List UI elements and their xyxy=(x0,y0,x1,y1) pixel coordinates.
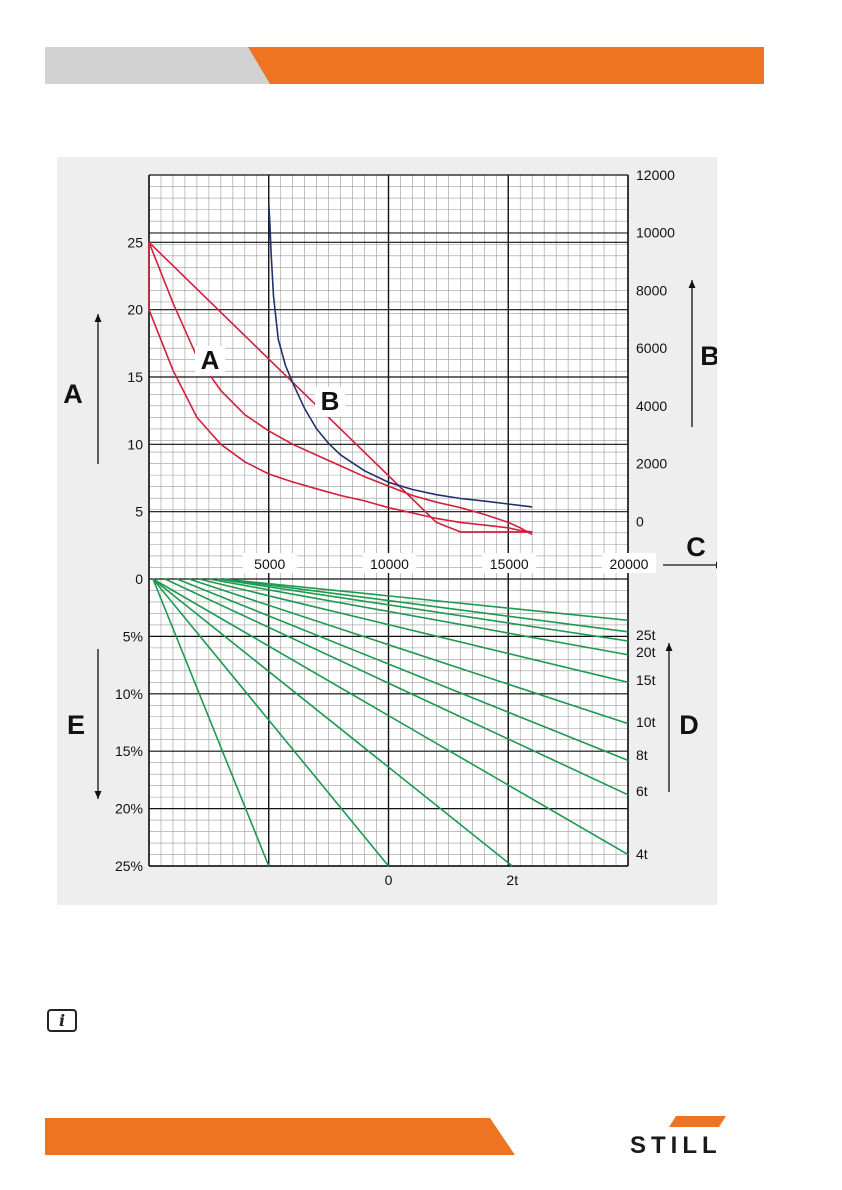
y-lower-tick-label: 10% xyxy=(115,686,143,702)
weight-label-20t: 20t xyxy=(636,644,656,660)
x-tick-label: 10000 xyxy=(370,556,409,572)
curve-a-closing- xyxy=(148,241,533,533)
weight-line xyxy=(152,578,270,867)
weight-line-8t xyxy=(176,578,629,762)
weight-line xyxy=(222,578,629,622)
y-lower-tick-label: 25% xyxy=(115,858,143,874)
weight-line-25t xyxy=(216,578,629,642)
weight-label-8t: 8t xyxy=(636,747,648,763)
x-tick-label-background xyxy=(482,553,537,573)
logo-text: STILL xyxy=(630,1132,722,1159)
axis-e-arrow-head xyxy=(94,791,102,799)
axis-letter-C: C xyxy=(686,532,706,562)
axis-a-arrow-head xyxy=(94,314,102,322)
y-left-tick-label: 25 xyxy=(127,234,143,250)
curve-label-background xyxy=(195,346,225,376)
footer-orange-band xyxy=(45,1118,515,1155)
y-right-tick-label: 12000 xyxy=(636,167,675,183)
x-tick-label-background xyxy=(362,553,417,573)
y-right-tick-label: 2000 xyxy=(636,456,667,472)
x-tick-label-background xyxy=(602,553,656,573)
x-tick-label-background xyxy=(242,553,297,573)
curve-a-lower- xyxy=(148,309,533,533)
y-right-tick-label: 0 xyxy=(636,513,644,529)
y-left-tick-label: 10 xyxy=(127,436,143,452)
y-lower-tick-label: 0 xyxy=(135,571,143,587)
weight-line xyxy=(152,578,513,867)
weight-line-15t xyxy=(198,578,629,684)
y-lower-tick-label: 20% xyxy=(115,801,143,817)
axis-c-arrow-head xyxy=(716,561,717,569)
weight-label-15t: 15t xyxy=(636,672,656,688)
y-right-tick-label: 10000 xyxy=(636,225,675,241)
info-icon: i xyxy=(47,1009,77,1032)
weight-line-10t xyxy=(188,578,629,725)
axis-letter-E: E xyxy=(67,710,85,740)
curve-label: A xyxy=(201,345,220,375)
axis-letter-D: D xyxy=(679,710,699,740)
weight-line-4t xyxy=(152,578,629,856)
x-lower-tick-label: 2t xyxy=(506,872,518,888)
weight-line-20t xyxy=(208,578,629,656)
weight-line-6t xyxy=(164,578,629,796)
x-tick-label: 5000 xyxy=(254,556,285,572)
y-right-tick-label: 4000 xyxy=(636,398,667,414)
axis-d-arrow-head xyxy=(665,643,673,651)
y-right-tick-label: 8000 xyxy=(636,282,667,298)
still-logo: STILL xyxy=(630,1116,766,1159)
y-left-tick-label: 15 xyxy=(127,369,143,385)
info-icon-glyph: i xyxy=(58,1011,66,1030)
y-lower-tick-label: 15% xyxy=(115,743,143,759)
axis-b-arrow-head xyxy=(688,280,696,288)
weight-label-10t: 10t xyxy=(636,714,656,730)
weight-line xyxy=(222,578,629,633)
weight-label-4t: 4t xyxy=(636,846,648,862)
curve-a-upper- xyxy=(148,242,533,536)
y-lower-tick-label: 5% xyxy=(123,628,143,644)
y-left-tick-label: 5 xyxy=(135,504,143,520)
curve-label: B xyxy=(321,386,340,416)
x-lower-tick-label: 0 xyxy=(385,872,393,888)
y-right-tick-label: 6000 xyxy=(636,340,667,356)
x-tick-label: 20000 xyxy=(610,556,649,572)
weight-line xyxy=(152,578,390,867)
curve-b xyxy=(268,203,533,508)
weight-label-6t: 6t xyxy=(636,783,648,799)
axis-letter-A: A xyxy=(63,379,83,409)
y-left-tick-label: 20 xyxy=(127,302,143,318)
x-tick-label: 15000 xyxy=(490,556,529,572)
load-gradient-chart: 5 10 15 20 25 0 2000 4000 6000 8000 10000 12000 5000… xyxy=(63,167,717,888)
chart-panel: 5 10 15 20 25 0 2000 4000 6000 8000 10000 12000 5000… xyxy=(57,157,717,905)
header-orange-band xyxy=(248,47,764,84)
axis-letter-B: B xyxy=(700,341,717,371)
weight-label-25t: 25t xyxy=(636,627,656,643)
logo-stripe-icon xyxy=(669,1116,726,1127)
curve-label-background xyxy=(315,387,345,417)
